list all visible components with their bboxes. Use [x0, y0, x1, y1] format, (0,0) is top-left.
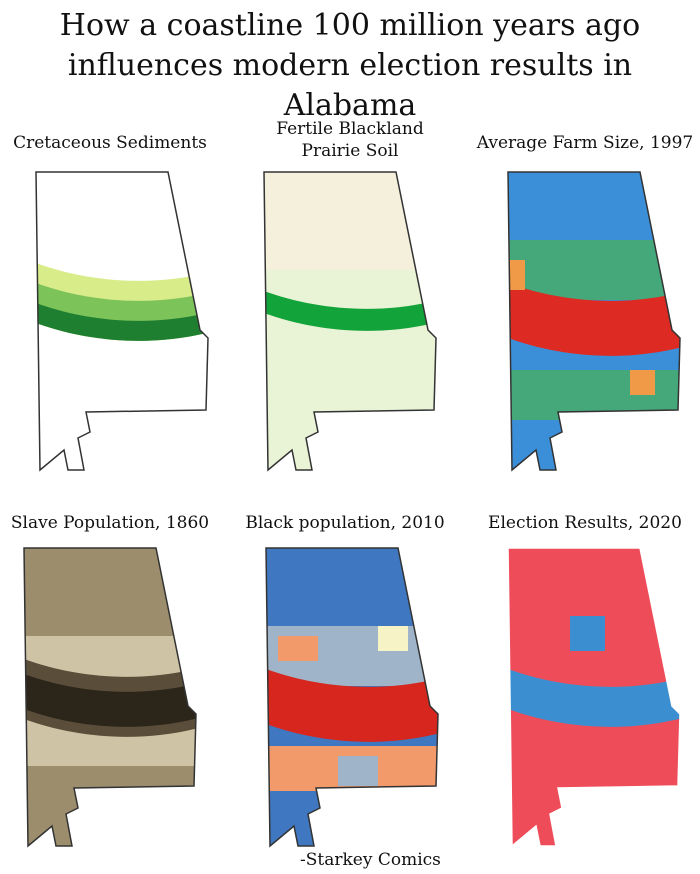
region	[508, 260, 525, 290]
caption-cretaceous: Cretaceous Sediments	[13, 133, 207, 153]
caption-blackland-line-1: Fertile Blackland	[276, 119, 424, 139]
map-cretaceous	[35, 171, 209, 472]
region	[630, 370, 655, 395]
coast-region	[508, 420, 680, 470]
north-region	[508, 172, 680, 240]
caption-farm-size: Average Farm Size, 1997	[476, 133, 694, 153]
sediment-band	[36, 300, 208, 341]
map-fill	[264, 172, 436, 470]
map-fill	[36, 172, 208, 470]
state-outline	[263, 171, 437, 472]
region	[278, 636, 318, 661]
region	[338, 756, 378, 786]
state-outline	[507, 171, 681, 472]
title: How a coastline 100 million years ago in…	[0, 6, 700, 126]
state-outline	[507, 547, 681, 848]
map-election	[507, 547, 681, 848]
map-black-population	[265, 547, 439, 848]
caption-election: Election Results, 2020	[488, 513, 682, 533]
title-line-1: How a coastline 100 million years ago	[59, 8, 641, 43]
large-farm-band	[508, 280, 680, 356]
region	[24, 671, 196, 727]
map-slave-population	[23, 547, 197, 848]
region	[266, 666, 438, 742]
region	[24, 766, 196, 846]
map-fill	[24, 548, 196, 846]
map-farm-size	[507, 171, 681, 472]
map-fill	[508, 172, 680, 470]
map-fill	[508, 548, 680, 846]
region	[266, 548, 438, 626]
state-outline	[265, 547, 439, 848]
caption-blackland-line-2: Prairie Soil	[301, 141, 399, 161]
caption-blackland: Fertile Blackland Prairie Soil	[240, 118, 460, 162]
region	[266, 791, 438, 846]
blue-counties-band	[508, 666, 680, 727]
region	[24, 548, 196, 636]
caption-black-population: Black population, 2010	[245, 513, 445, 533]
region	[378, 626, 408, 651]
blue-county	[570, 616, 605, 651]
blackland-prairie	[264, 288, 436, 331]
caption-slave-population: Slave Population, 1860	[10, 513, 210, 533]
state-outline	[35, 171, 209, 472]
credit: -Starkey Comics	[300, 850, 441, 870]
map-fill	[266, 548, 438, 846]
region	[508, 240, 680, 300]
map-blackland	[263, 171, 437, 472]
title-line-2: influences modern election results in Al…	[67, 48, 633, 123]
state-outline	[23, 547, 197, 848]
